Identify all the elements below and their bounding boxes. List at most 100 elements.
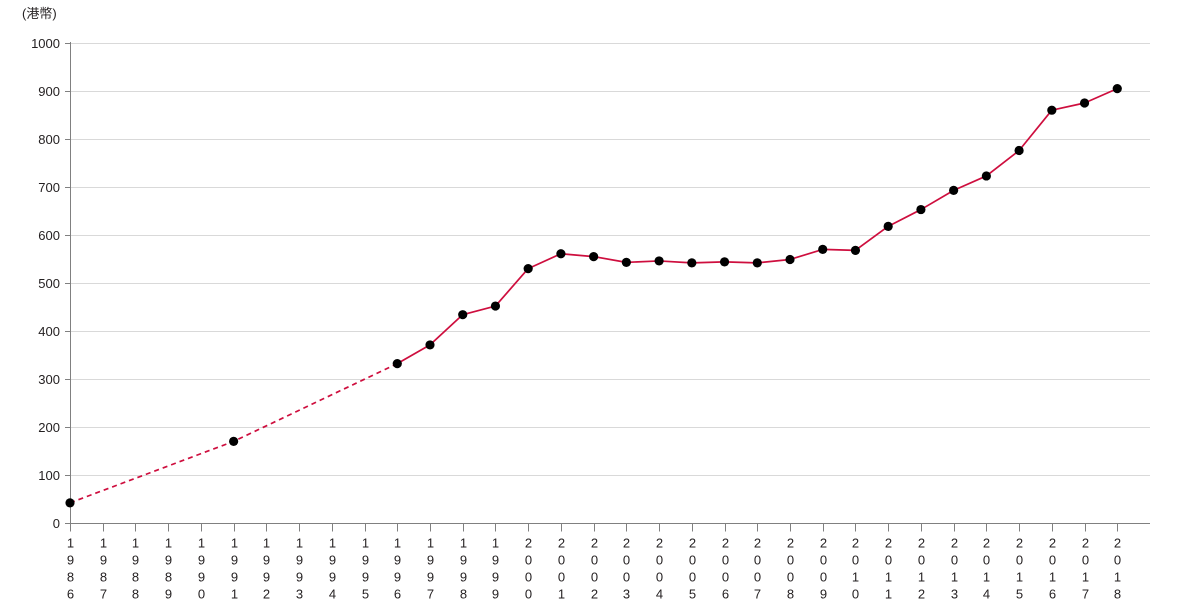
x-axis-tick-label-digit: 5 — [1016, 587, 1023, 600]
x-axis-tick-label-digit: 0 — [852, 587, 859, 600]
x-axis-tick-label-digit: 1 — [165, 536, 172, 551]
y-axis-tick-label: 300 — [38, 372, 60, 387]
x-axis-tick-label-digit: 9 — [394, 570, 401, 585]
x-axis-tick-label-digit: 9 — [492, 570, 499, 585]
x-axis-tick-label-digit: 9 — [231, 570, 238, 585]
y-axis-tick-label: 700 — [38, 180, 60, 195]
x-axis-tick-label-digit: 1 — [852, 570, 859, 585]
x-axis-tick-label-digit: 1 — [296, 536, 303, 551]
x-axis-tick-label-digit: 0 — [1114, 553, 1121, 568]
x-axis-tick-label-digit: 1 — [231, 536, 238, 551]
x-axis-tick-label-digit: 2 — [918, 536, 925, 551]
x-axis-tick-label-digit: 8 — [67, 570, 74, 585]
x-axis-tick-label-digit: 9 — [460, 570, 467, 585]
x-axis-tick-label-digit: 9 — [296, 553, 303, 568]
x-axis-tick-label-digit: 2 — [263, 587, 270, 600]
x-axis-tick-label-digit: 2 — [820, 536, 827, 551]
x-axis-tick-label-digit: 9 — [165, 553, 172, 568]
x-axis-tick-label-digit: 9 — [492, 553, 499, 568]
x-axis-tick-label-digit: 2 — [983, 536, 990, 551]
x-axis-tick-label-digit: 2 — [754, 536, 761, 551]
x-axis-tick-label-digit: 8 — [100, 570, 107, 585]
x-axis-tick-label-digit: 9 — [460, 553, 467, 568]
y-axis-tick-label: 1000 — [31, 36, 60, 51]
x-axis-tick-label-digit: 1 — [100, 536, 107, 551]
x-axis-tick-label-digit: 9 — [329, 570, 336, 585]
y-axis-tick-label: 0 — [53, 516, 60, 531]
y-axis-tick-label: 800 — [38, 132, 60, 147]
x-axis-tick-label-digit: 8 — [1114, 587, 1121, 600]
x-axis-tick-label-digit: 9 — [362, 570, 369, 585]
x-axis-tick-label-digit: 2 — [558, 536, 565, 551]
x-axis-tick-label-digit: 9 — [296, 570, 303, 585]
x-axis-tick-label-digit: 1 — [460, 536, 467, 551]
x-axis-tick-label-digit: 8 — [460, 587, 467, 600]
x-axis-tick-label-digit: 5 — [362, 587, 369, 600]
x-axis-tick-label-digit: 9 — [820, 587, 827, 600]
x-axis-tick-label-digit: 0 — [820, 553, 827, 568]
x-axis-tick-label-digit: 1 — [231, 587, 238, 600]
x-axis-tick-label-digit: 9 — [329, 553, 336, 568]
y-axis-tick-label: 600 — [38, 228, 60, 243]
x-axis-tick-label-digit: 2 — [591, 587, 598, 600]
x-axis-tick-label-digit: 3 — [296, 587, 303, 600]
x-axis-tick-labels: 1986198719881989199019911992199319941995… — [67, 536, 1121, 600]
x-axis-tick-label-digit: 2 — [1016, 536, 1023, 551]
x-axis-tick-label-digit: 2 — [656, 536, 663, 551]
x-axis-tick-label-digit: 0 — [623, 570, 630, 585]
x-axis-tick-label-digit: 0 — [918, 553, 925, 568]
x-axis-tick-label-digit: 9 — [100, 553, 107, 568]
x-axis-tick-label-digit: 9 — [394, 553, 401, 568]
x-axis-tick-label-digit: 2 — [918, 587, 925, 600]
axes — [65, 42, 1150, 532]
x-axis-tick-label-digit: 0 — [852, 553, 859, 568]
x-axis-tick-label-digit: 9 — [492, 587, 499, 600]
x-axis-tick-label-digit: 0 — [591, 570, 598, 585]
x-axis-tick-label-digit: 9 — [362, 553, 369, 568]
x-axis-tick-label-digit: 7 — [100, 587, 107, 600]
x-axis-tick-label-digit: 2 — [689, 536, 696, 551]
series-line-solid-segment — [396, 87, 1119, 365]
x-axis-tick-label-digit: 9 — [263, 570, 270, 585]
x-axis-tick-label-digit: 2 — [623, 536, 630, 551]
series-line-dashed-segment — [69, 362, 398, 504]
x-axis-tick-label-digit: 2 — [885, 536, 892, 551]
x-axis-tick-label-digit: 1 — [1049, 570, 1056, 585]
x-axis-tick-label-digit: 0 — [525, 570, 532, 585]
x-axis-tick-label-digit: 4 — [329, 587, 336, 600]
y-axis-tick-label: 900 — [38, 84, 60, 99]
x-axis-tick-label-digit: 9 — [67, 553, 74, 568]
